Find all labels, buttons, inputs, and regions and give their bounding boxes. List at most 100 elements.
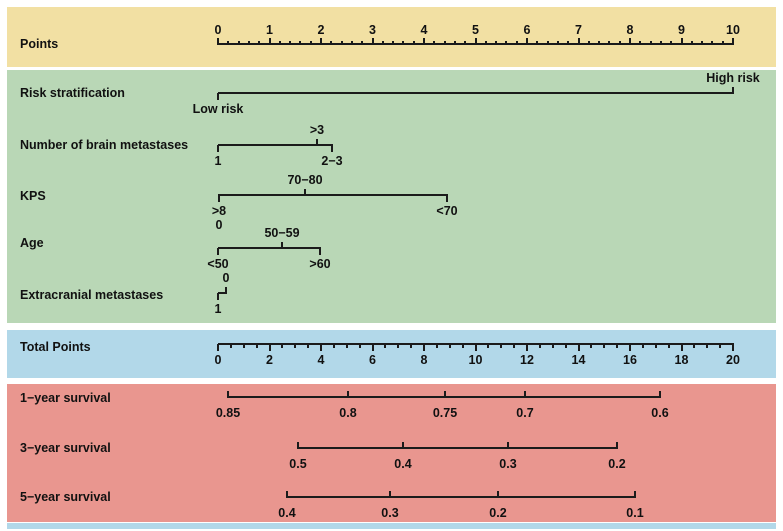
axis-tick	[435, 344, 438, 348]
axis-tick	[680, 38, 683, 45]
axis-tick	[217, 38, 219, 45]
axis-tick	[618, 41, 621, 45]
axis-tick	[719, 344, 722, 348]
axis-tick	[371, 344, 374, 351]
tick-label: 6	[523, 23, 531, 37]
axis-tick	[577, 344, 580, 351]
axis-line	[298, 447, 618, 449]
axis-tick	[281, 242, 283, 249]
row-label-risk-stratification: Risk stratification	[20, 86, 125, 100]
axis-tick	[706, 344, 709, 348]
axis-tick	[598, 41, 601, 45]
axis-tick	[361, 41, 364, 45]
axis-tick	[340, 41, 343, 45]
axis-tick	[268, 344, 271, 351]
tick-label: <70	[436, 204, 458, 218]
tick-label: 14	[571, 353, 586, 367]
axis-tick	[217, 293, 219, 300]
axis-tick	[513, 344, 516, 348]
axis-tick	[453, 41, 456, 45]
axis-tick	[433, 41, 436, 45]
axis-tick	[474, 38, 477, 45]
tick-label: 8	[420, 353, 428, 367]
tick-label: 18	[674, 353, 689, 367]
axis-line	[218, 194, 448, 196]
axis-tick	[616, 344, 619, 348]
tick-label: 0	[214, 23, 222, 37]
axis-tick	[299, 41, 302, 45]
axis-tick	[654, 344, 657, 348]
axis-tick	[297, 442, 299, 449]
axis-tick	[587, 41, 590, 45]
tick-label: >80	[211, 204, 227, 232]
tick-label: 5	[472, 23, 479, 37]
axis-tick	[330, 41, 333, 45]
tick-label: 0	[214, 353, 222, 367]
axis-tick	[347, 391, 349, 398]
axis-tick	[289, 41, 292, 45]
axis-tick	[641, 344, 644, 348]
tick-label: 10	[726, 23, 740, 37]
tick-label: 7	[575, 23, 582, 37]
axis-tick	[526, 38, 528, 45]
axis-tick	[487, 344, 490, 348]
axis-tick	[320, 38, 322, 45]
axis-tick	[278, 41, 281, 45]
tick-label: 0.4	[278, 506, 296, 520]
axis-tick	[556, 41, 559, 45]
axis-tick	[286, 491, 288, 498]
tick-label: 8	[626, 23, 634, 37]
axis-tick	[732, 87, 734, 94]
tick-label: 2	[317, 23, 325, 37]
axis-tick	[227, 391, 229, 398]
tick-label: 0.6	[651, 406, 669, 420]
axis-tick	[294, 344, 297, 348]
axis-tick	[217, 344, 219, 351]
axis-tick	[639, 41, 642, 45]
row-label-age: Age	[20, 236, 44, 250]
tick-label: 0.2	[489, 506, 507, 520]
axis-tick	[443, 41, 446, 45]
axis-tick	[358, 344, 361, 348]
axis-tick	[497, 491, 499, 498]
axis-tick	[320, 344, 322, 351]
tick-label: 4	[420, 23, 428, 37]
tick-label: 0.1	[626, 506, 644, 520]
axis-tick	[590, 344, 593, 348]
axis-tick	[693, 344, 696, 348]
tick-label: 0.7	[516, 406, 534, 420]
axis-line	[218, 292, 227, 294]
axis-tick	[242, 344, 245, 348]
tick-label: 2	[266, 353, 273, 367]
axis-tick	[217, 248, 219, 255]
tick-label: 6	[369, 353, 376, 367]
band-total-points	[7, 330, 776, 378]
axis-tick	[217, 145, 219, 152]
axis-tick	[711, 41, 714, 45]
axis-tick	[227, 41, 230, 45]
axis-tick	[474, 344, 477, 351]
axis-tick	[659, 391, 661, 398]
axis-tick	[524, 391, 526, 398]
axis-tick	[629, 38, 631, 45]
axis-tick	[410, 344, 413, 348]
tick-label: 0.3	[381, 506, 399, 520]
axis-tick	[218, 195, 220, 202]
tick-label: 12	[520, 353, 534, 367]
axis-tick	[536, 41, 539, 45]
axis-tick	[507, 442, 509, 449]
axis-tick	[608, 41, 611, 45]
axis-tick	[634, 491, 636, 498]
axis-tick	[331, 145, 333, 152]
row-label-survival-5yr: 5−year survival	[20, 490, 111, 504]
row-label-extracranial-metastases: Extracranial metastases	[20, 288, 164, 302]
axis-tick	[515, 41, 518, 45]
tick-label: 0.4	[394, 457, 412, 471]
axis-tick	[564, 344, 567, 348]
axis-tick	[247, 41, 250, 45]
axis-tick	[389, 491, 391, 498]
axis-tick	[384, 344, 387, 348]
axis-tick	[319, 248, 321, 255]
tick-label: 9	[678, 23, 685, 37]
tick-label: >3	[309, 123, 325, 137]
